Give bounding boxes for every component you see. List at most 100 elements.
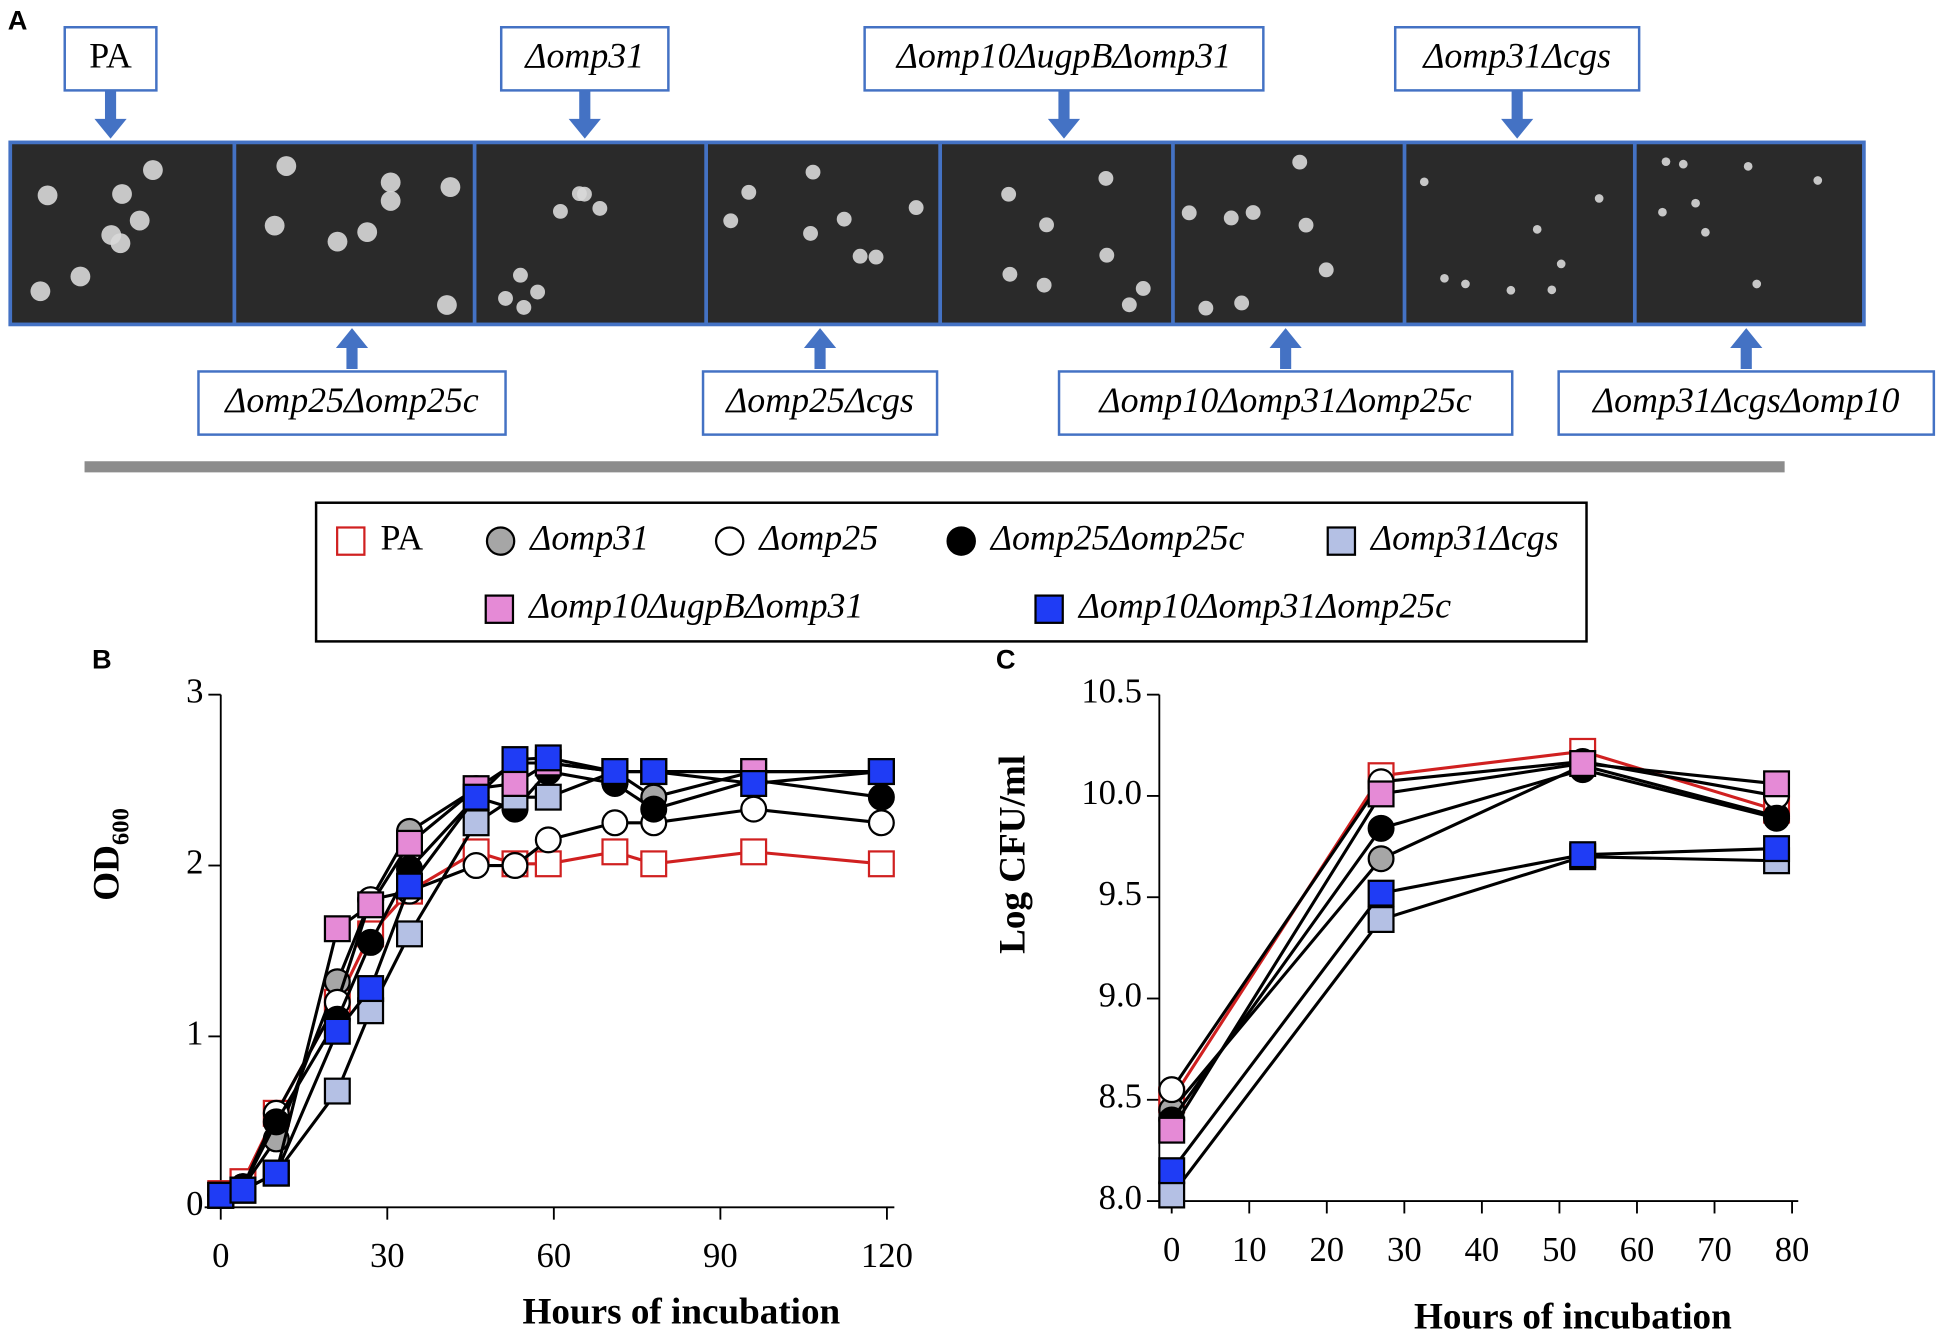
- colony: [803, 225, 818, 241]
- colony: [264, 215, 285, 236]
- arrow-head: [1501, 118, 1534, 139]
- colony: [1594, 194, 1604, 203]
- x-tick-label: 20: [1309, 1231, 1344, 1269]
- colony: [513, 267, 528, 283]
- y-axis-title: OD600: [86, 808, 135, 901]
- arrow-head: [1269, 328, 1302, 348]
- colony: [1658, 207, 1667, 217]
- marker: [1367, 845, 1395, 873]
- arrow-head: [335, 328, 369, 348]
- colony: [440, 177, 461, 197]
- colony: [1099, 247, 1115, 263]
- colony: [143, 160, 163, 180]
- marker: [323, 1017, 351, 1045]
- y-axis-title: Log CFU/ml: [992, 755, 1033, 954]
- marker: [396, 872, 423, 900]
- colony: [1691, 198, 1700, 208]
- colony-label: Δomp31ΔcgsΔomp10: [1591, 380, 1899, 420]
- series-line: [1170, 749, 1777, 1101]
- legend-label: Δomp25: [757, 517, 878, 557]
- series-line: [1170, 759, 1777, 1091]
- marker: [740, 838, 768, 866]
- x-tick-label: 0: [212, 1237, 229, 1275]
- marker: [357, 975, 385, 1003]
- colony: [1556, 259, 1566, 269]
- panel-label: C: [996, 643, 1016, 674]
- y-axis-title-sub: 600: [108, 808, 135, 845]
- arrow-head: [1047, 118, 1081, 139]
- marker: [462, 852, 490, 880]
- colony: [1743, 162, 1753, 171]
- marker: [1158, 1076, 1186, 1104]
- legend-label: Δomp31: [528, 517, 649, 557]
- colony: [1002, 266, 1018, 282]
- colony: [101, 225, 122, 245]
- colony: [1678, 159, 1688, 169]
- legend-marker: [714, 526, 745, 556]
- x-tick-label: 10: [1232, 1231, 1267, 1269]
- label-box: [63, 26, 158, 92]
- marker: [357, 997, 385, 1025]
- marker: [740, 795, 768, 823]
- y-tick-label: 1: [186, 1014, 203, 1052]
- colony: [1292, 154, 1308, 170]
- series-line: [1170, 761, 1777, 1131]
- colony: [1813, 176, 1823, 185]
- x-tick-label: 40: [1465, 1231, 1500, 1269]
- x-tick-label: 90: [703, 1237, 738, 1275]
- colony: [1419, 177, 1429, 187]
- colony: [1440, 273, 1449, 283]
- x-tick-label: 30: [1387, 1231, 1422, 1269]
- marker: [1763, 835, 1791, 863]
- marker: [357, 891, 385, 919]
- label-box: [197, 370, 507, 436]
- marker: [867, 758, 895, 786]
- marker: [396, 920, 423, 948]
- marker: [1158, 1116, 1186, 1144]
- marker: [867, 783, 895, 811]
- label-box: [499, 26, 670, 92]
- colony: [437, 295, 457, 315]
- legend-marker: [484, 594, 515, 624]
- marker: [640, 758, 668, 786]
- y-tick-label: 9.5: [1099, 875, 1142, 913]
- colony: [1121, 297, 1137, 313]
- colony: [553, 203, 568, 219]
- y-tick-label: 0: [186, 1185, 203, 1223]
- colony: [1532, 225, 1542, 234]
- legend-marker: [1326, 526, 1357, 556]
- marker: [229, 1176, 257, 1204]
- colony: [1181, 205, 1197, 221]
- legend-label: Δomp10Δomp31Δomp25c: [1077, 585, 1451, 625]
- legend-marker: [946, 526, 976, 556]
- marker: [601, 758, 629, 786]
- colony: [37, 185, 58, 206]
- panel-label: A: [8, 4, 28, 35]
- colony: [1461, 279, 1470, 289]
- marker: [501, 852, 529, 880]
- colony-photos: [30, 142, 1823, 325]
- series-line: [1170, 847, 1777, 1172]
- legend-label: PA: [380, 517, 423, 557]
- colony: [1135, 281, 1151, 296]
- marker: [1763, 770, 1791, 798]
- colony: [1701, 227, 1710, 237]
- colony: [380, 191, 401, 211]
- colony: [1198, 300, 1214, 316]
- marker: [534, 744, 562, 772]
- marker: [323, 915, 351, 943]
- series-line: [1170, 855, 1777, 1196]
- marker: [501, 770, 529, 797]
- colony: [70, 266, 91, 287]
- colony: [380, 172, 401, 193]
- marker: [867, 809, 895, 837]
- marker: [1569, 841, 1597, 869]
- marker: [262, 1159, 290, 1187]
- marker: [1367, 814, 1395, 842]
- colony: [1245, 205, 1261, 220]
- colony: [868, 249, 884, 265]
- x-tick-label: 0: [1163, 1231, 1180, 1269]
- colony: [276, 156, 297, 176]
- marker: [640, 795, 668, 823]
- marker: [396, 829, 423, 857]
